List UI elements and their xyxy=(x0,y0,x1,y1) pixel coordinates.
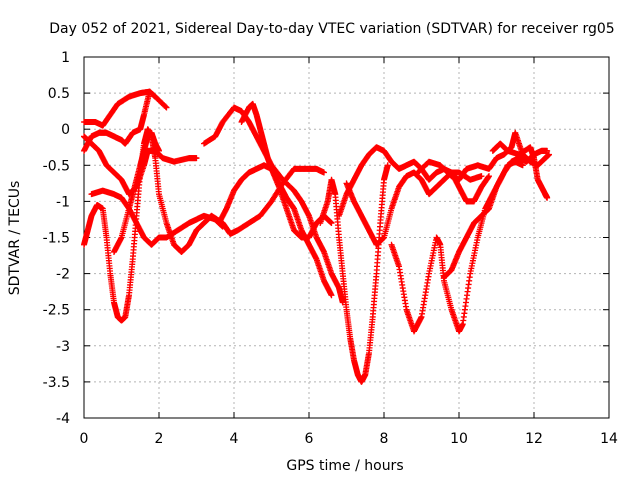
y-tick-label: 0 xyxy=(61,122,70,138)
data-point xyxy=(156,147,162,154)
series-13 xyxy=(343,169,485,248)
x-tick-label: 10 xyxy=(450,431,468,447)
data-point xyxy=(544,147,551,154)
data-point xyxy=(146,88,153,95)
y-tick-label: 1 xyxy=(61,50,70,66)
data-point xyxy=(163,104,170,111)
data-point xyxy=(384,162,391,169)
x-tick-label: 4 xyxy=(230,431,239,447)
x-tick-label: 14 xyxy=(600,431,618,447)
chart-title: Day 052 of 2021, Sidereal Day-to-day VTE… xyxy=(49,21,614,37)
data-point xyxy=(486,173,492,180)
y-tick-label: -3 xyxy=(56,339,70,355)
data-point xyxy=(328,292,335,299)
y-tick-label: -1.5 xyxy=(43,231,70,247)
series-6 xyxy=(111,129,162,255)
y-tick-labels: 1 0.5 0 -0.5 -1 -1.5 -2 -2.5 -3 -3.5 -4 xyxy=(43,50,70,427)
y-tick-label: -1 xyxy=(56,194,70,210)
y-tick-label: -2.5 xyxy=(43,303,70,319)
x-tick-labels: 0 2 4 6 8 10 12 14 xyxy=(80,431,618,447)
axis-ticks xyxy=(83,56,610,419)
series-10 xyxy=(216,162,335,241)
x-tick-label: 12 xyxy=(525,431,543,447)
data-point xyxy=(162,103,169,110)
data-point xyxy=(193,155,200,162)
series-2 xyxy=(81,88,153,154)
y-axis-label: SDTVAR / TECUs xyxy=(7,181,23,296)
series-12 xyxy=(336,144,492,219)
y-tick-label: -2 xyxy=(56,267,70,283)
y-tick-label: -3.5 xyxy=(43,375,70,391)
series-16 xyxy=(489,140,551,201)
data-point xyxy=(328,220,335,227)
series-9 xyxy=(208,165,327,237)
data-point xyxy=(546,151,552,158)
data-points xyxy=(81,88,552,385)
data-point xyxy=(478,173,485,180)
y-tick-label: -0.5 xyxy=(43,158,70,174)
y-tick-label: -4 xyxy=(56,411,70,427)
y-tick-label: 0.5 xyxy=(48,86,70,102)
x-tick-label: 0 xyxy=(80,431,89,447)
x-axis-label: GPS time / hours xyxy=(286,458,403,474)
series-1 xyxy=(81,88,170,129)
series-11 xyxy=(317,162,391,385)
series-17 xyxy=(441,147,551,281)
x-tick-label: 8 xyxy=(380,431,389,447)
series-3 xyxy=(81,133,200,198)
data-point xyxy=(321,169,327,176)
x-tick-label: 6 xyxy=(305,431,314,447)
data-point xyxy=(544,194,551,201)
data-point xyxy=(519,162,526,169)
x-tick-label: 2 xyxy=(155,431,164,447)
